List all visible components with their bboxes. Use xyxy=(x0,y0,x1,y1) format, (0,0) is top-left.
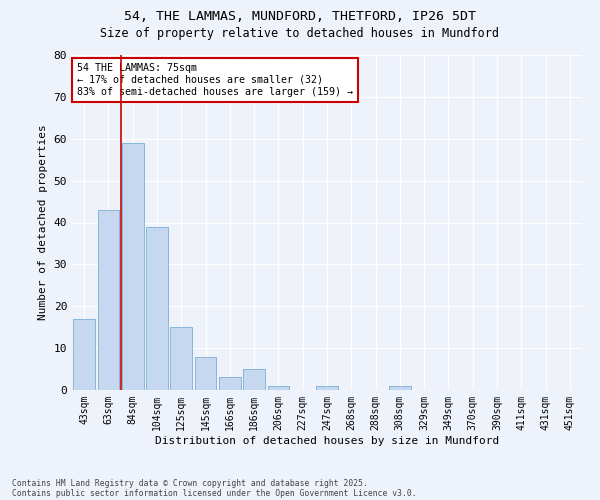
Bar xyxy=(146,226,168,390)
Text: Contains HM Land Registry data © Crown copyright and database right 2025.: Contains HM Land Registry data © Crown c… xyxy=(12,478,368,488)
Bar xyxy=(389,386,411,390)
Bar xyxy=(243,369,265,390)
Bar xyxy=(268,386,289,390)
X-axis label: Distribution of detached houses by size in Mundford: Distribution of detached houses by size … xyxy=(155,436,499,446)
Text: 54, THE LAMMAS, MUNDFORD, THETFORD, IP26 5DT: 54, THE LAMMAS, MUNDFORD, THETFORD, IP26… xyxy=(124,10,476,23)
Bar xyxy=(73,319,95,390)
Y-axis label: Number of detached properties: Number of detached properties xyxy=(38,124,48,320)
Text: Contains public sector information licensed under the Open Government Licence v3: Contains public sector information licen… xyxy=(12,488,416,498)
Bar xyxy=(219,378,241,390)
Bar xyxy=(316,386,338,390)
Text: 54 THE LAMMAS: 75sqm
← 17% of detached houses are smaller (32)
83% of semi-detac: 54 THE LAMMAS: 75sqm ← 17% of detached h… xyxy=(77,64,353,96)
Bar xyxy=(97,210,119,390)
Text: Size of property relative to detached houses in Mundford: Size of property relative to detached ho… xyxy=(101,28,499,40)
Bar xyxy=(194,356,217,390)
Bar xyxy=(122,143,143,390)
Bar xyxy=(170,327,192,390)
